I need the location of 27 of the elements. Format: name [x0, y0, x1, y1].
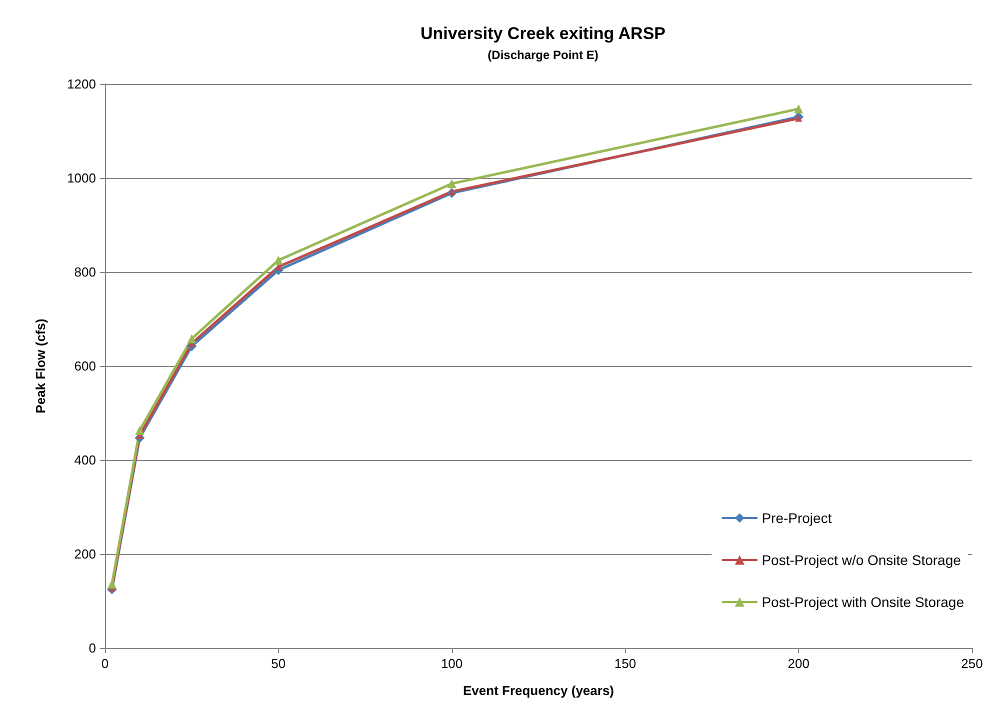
x-tick-label: 50 — [271, 656, 286, 671]
y-tick-label: 1000 — [67, 170, 96, 186]
y-tick-label: 1200 — [67, 76, 96, 92]
x-tick-label: 100 — [440, 656, 463, 671]
legend-label: Post-Project w/o Onsite Storage — [762, 552, 962, 568]
y-tick-label: 200 — [74, 546, 96, 562]
y-tick-label: 0 — [88, 640, 96, 656]
y-axis-title: Peak Flow (cfs) — [33, 318, 48, 414]
point — [447, 179, 456, 188]
legend-label: Post-Project with Onsite Storage — [762, 594, 964, 610]
x-axis-title: Event Frequency (years) — [462, 683, 614, 698]
point — [107, 580, 116, 589]
y-tick-label: 600 — [74, 358, 96, 374]
point — [448, 188, 456, 196]
x-tick-label: 250 — [961, 656, 983, 671]
point — [794, 104, 804, 114]
y-tick-label: 800 — [74, 264, 96, 280]
legend-label: Pre-Project — [762, 510, 832, 526]
chart-subtitle: (Discharge Point E) — [488, 48, 598, 62]
point — [795, 114, 802, 122]
chart-title: University Creek exiting ARSP — [420, 24, 666, 43]
y-tick-label: 400 — [74, 452, 96, 468]
x-tick-label: 200 — [788, 656, 810, 671]
x-tick-label: 150 — [614, 656, 636, 671]
point — [135, 426, 144, 435]
x-tick-label: 0 — [101, 656, 109, 671]
point — [187, 334, 196, 344]
